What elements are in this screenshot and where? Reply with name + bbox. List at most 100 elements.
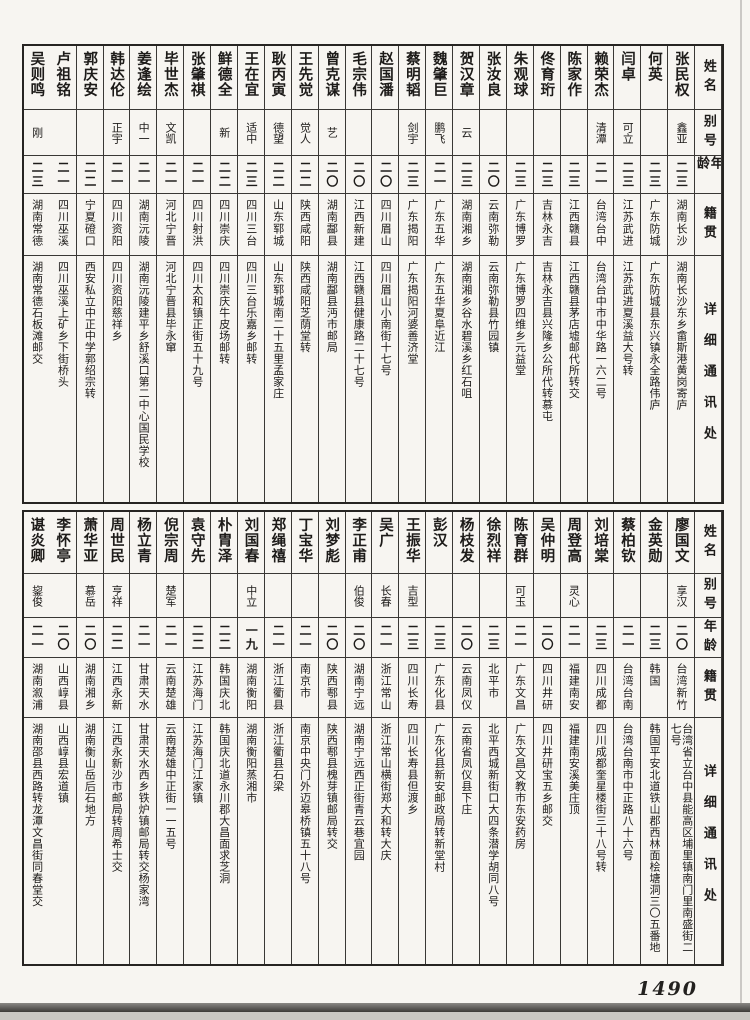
person-column: 陈育群 可玉 二一 广东文昌 广东文昌文教市东安药房 <box>506 512 534 964</box>
person-column: 朱观球 二三 广东博罗 广东博罗四维乡元益堂 <box>506 46 534 502</box>
person-column: 赵国潘 二〇 四川眉山 四川眉山小南街十七号 <box>372 46 400 502</box>
person-name: 萧华亚 <box>76 512 103 574</box>
person-alias: 艺 <box>318 110 345 156</box>
person-address: 江西赣县健康路二十七号 <box>352 261 366 388</box>
person-column: 蔡明韬 剑宇 二三 广东揭阳 广东揭阳河婆善济堂 <box>399 46 427 502</box>
person-column: 赖荣杰 清潭 二一 台湾台中 台湾台中市中华路一六二号 <box>587 46 615 502</box>
person-column: 吴则鸣刚二三 湖南常德 湖南常德石板滩邮交 <box>23 46 50 502</box>
person-name: 倪宗周 <box>157 512 184 574</box>
person-age: 二一 <box>49 156 76 194</box>
person-address: 陕西鄠县槐芽镇邮局转交 <box>325 723 339 850</box>
person-column: 贺汉章云二三 湖南湘乡 湖南湘乡谷水碧溪乡红石咀 <box>453 46 480 502</box>
person-age: 二三 <box>533 156 560 194</box>
person-address: 南京中央门外迈皋桥镇五十八号 <box>298 723 312 884</box>
person-age: 二一 <box>130 156 157 194</box>
person-age: 二三 <box>641 156 668 194</box>
person-column: 廖国文 享汉 二〇 台湾新竹 台湾省立台中县能高区埔里镇南门里南盛街二七号 <box>668 512 696 964</box>
person-age: 二一 <box>372 618 399 658</box>
person-column: 佟育珩 二三 吉林永吉 吉林永吉县兴隆乡公所代转慕屯 <box>533 46 561 502</box>
person-column: 毛宗伟 二〇 江西新建 江西赣县健康路二十七号 <box>345 46 373 502</box>
person-native: 甘肃天水 <box>130 658 157 718</box>
person-alias: 可立 <box>614 110 641 156</box>
person-age: 二〇 <box>533 618 560 658</box>
header-name: 姓名 <box>695 512 721 574</box>
person-address: 浙江常山横街郑大和转大庆 <box>379 723 393 861</box>
person-alias: 鑫亚 <box>668 110 695 156</box>
scan-artifact-line <box>740 0 742 1012</box>
person-native: 山西崞县 <box>49 658 76 718</box>
person-native: 台湾台中 <box>587 194 614 256</box>
person-name: 赖荣杰 <box>587 46 614 110</box>
person-column: 韩达伦 正宇 二一 四川资阳 四川资阳慈祥乡 <box>103 46 131 502</box>
person-address: 四川眉山小南街十七号 <box>379 261 393 376</box>
person-name: 李怀亭 <box>49 512 76 574</box>
person-native: 云南凤仪 <box>453 658 479 718</box>
person-column: 陈家作 二三 江西赣县 江西赣县茅店墟邮代所转交 <box>560 46 588 502</box>
person-age: 二三 <box>237 156 264 194</box>
person-address: 四川三台乐嘉乡邮转 <box>244 261 258 365</box>
person-address: 湖南湘乡谷水碧溪乡红石咀 <box>459 261 473 399</box>
person-age: 二二 <box>264 156 291 194</box>
person-alias <box>560 110 587 156</box>
person-age: 二三 <box>587 618 614 658</box>
person-name: 王振华 <box>399 512 426 574</box>
person-column: 吴广 长春 二一 浙江常山 浙江常山横街郑大和转大庆 <box>372 512 400 964</box>
person-address: 浙江衢县石梁 <box>271 723 285 792</box>
person-column: 徐烈祥 二三 北平市 北平西城新街口大四条潜学胡同八号 <box>479 512 507 964</box>
person-alias: 剑宇 <box>399 110 426 156</box>
person-native: 四川射洪 <box>184 194 211 256</box>
person-alias <box>130 574 157 618</box>
person-native: 湖南湘乡 <box>76 658 103 718</box>
person-age: 二〇 <box>479 156 506 194</box>
person-alias <box>479 574 506 618</box>
person-name: 贺汉章 <box>453 46 479 110</box>
person-column: 刘国春 中立 一九 湖南衡阳 湖南衡阳蒸湘市 <box>237 512 265 964</box>
person-native: 湖南溆浦 <box>23 658 50 718</box>
person-address: 江苏武进夏溪益大号转 <box>621 261 635 376</box>
person-address: 山西崞县宏道镇 <box>56 723 70 804</box>
person-column: 卢祖铭 二一 四川巫溪 四川巫溪上矿乡下街桥头 <box>49 46 77 502</box>
person-alias: 中立 <box>237 574 264 618</box>
person-native: 四川井研 <box>533 658 560 718</box>
person-column: 郑绳禧 二一 浙江衢县 浙江衢县石梁 <box>264 512 292 964</box>
person-age: 二〇 <box>345 618 372 658</box>
person-native: 四川资阳 <box>103 194 130 256</box>
person-age: 二二 <box>211 156 237 194</box>
person-column: 刘培棠 二三 四川成都 四川成都奎星楼街三十八号转 <box>587 512 615 964</box>
person-column: 金英勋 二三 韩国 韩国平安北道铁山郡西林面桧塘洞三〇五番地 <box>641 512 669 964</box>
person-address: 云南楚雄中正街一一五号 <box>164 723 178 850</box>
header-age: 年龄 <box>695 156 721 194</box>
person-address: 广东揭阳河婆善济堂 <box>406 261 420 365</box>
person-column: 何英 二三 广东防城 广东防城县东兴镇永全路伟庐 <box>641 46 669 502</box>
person-name: 何英 <box>641 46 668 110</box>
header-address: 详细通讯处 <box>700 301 716 457</box>
directory-tables: 姓名 别号 年龄 籍贯 详细通讯处 张民权 鑫亚 二三 湖南长沙 湖南长沙东乡畲斯港黄岗寄庐 何英二… <box>22 44 724 966</box>
person-name: 周登高 <box>560 512 587 574</box>
person-native: 湖南酃县 <box>318 194 345 256</box>
person-column: 杨枝发 二〇 云南凤仪 云南省凤仪县下庄 <box>453 512 480 964</box>
person-column: 耿丙寅 德望 二二 山东郓城 山东郓城南二十五里孟家庄 <box>264 46 292 502</box>
person-column: 张汝良 二〇 云南弥勒 云南弥勒县竹园镇 <box>479 46 507 502</box>
person-column: 郭庆安 二二 宁夏磴口 西安私立中正中学郭绍宗转 <box>76 46 104 502</box>
person-alias <box>291 574 318 618</box>
person-alias <box>345 110 372 156</box>
person-alias <box>264 574 291 618</box>
person-native: 广东文昌 <box>506 658 533 718</box>
person-age: 二一 <box>130 618 157 658</box>
person-native: 江西永新 <box>103 658 130 718</box>
person-native: 四川三台 <box>237 194 264 256</box>
person-native: 山东郓城 <box>264 194 291 256</box>
person-age: 二〇 <box>668 618 695 658</box>
person-native: 四川崇庆 <box>211 194 237 256</box>
person-name: 朴胄泽 <box>211 512 237 574</box>
person-column: 姜逢绘 中一 二一 湖南沅陵 湖南沅陵建平乡舒溪口第二中心国民学校 <box>130 46 158 502</box>
person-alias: 刚 <box>23 110 50 156</box>
person-alias <box>614 574 641 618</box>
person-column: 王先觉 觉人 二二 陕西咸阳 陕西咸阳芝荫堂转 <box>291 46 319 502</box>
person-native: 湖南沅陵 <box>130 194 157 256</box>
person-address: 广东博罗四维乡元益堂 <box>513 261 527 376</box>
person-alias: 亨祥 <box>103 574 130 618</box>
person-native: 云南弥勒 <box>479 194 506 256</box>
person-column: 倪宗周 楚军 二一 云南楚雄 云南楚雄中正街一一五号 <box>157 512 185 964</box>
